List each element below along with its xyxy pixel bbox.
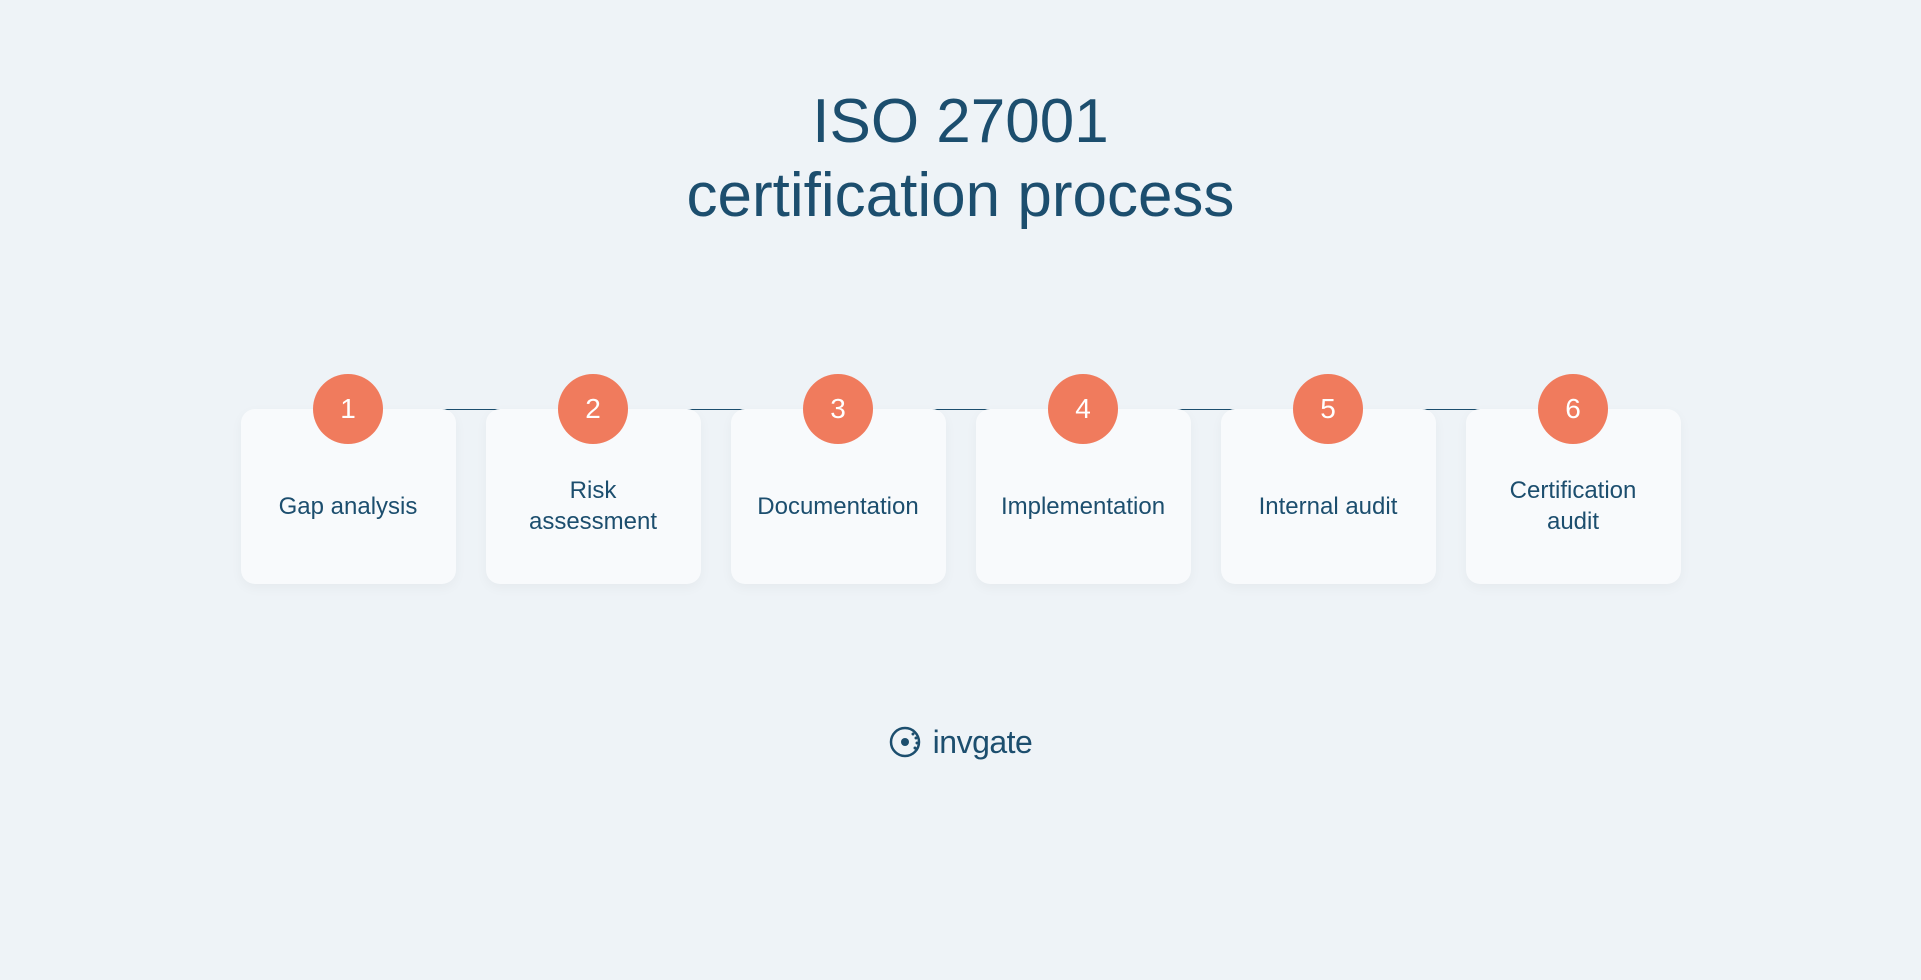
- step-number-circle: 2: [558, 374, 628, 444]
- step-number-circle: 4: [1048, 374, 1118, 444]
- step-label: Certification audit: [1486, 475, 1661, 537]
- diagram-title: ISO 27001 certification process: [687, 85, 1235, 234]
- step-label: Risk assessment: [506, 475, 681, 537]
- title-line-2: certification process: [687, 161, 1235, 230]
- step-number-circle: 5: [1293, 374, 1363, 444]
- logo-text: invgate: [933, 724, 1033, 761]
- step-5: 5 Internal audit: [1221, 374, 1436, 584]
- logo: invgate: [889, 724, 1033, 761]
- step-number-circle: 1: [313, 374, 383, 444]
- step-2: 2 Risk assessment: [486, 374, 701, 584]
- step-6: 6 Certification audit: [1466, 374, 1681, 584]
- step-number-circle: 3: [803, 374, 873, 444]
- title-line-1: ISO 27001: [812, 87, 1108, 156]
- step-label: Gap analysis: [279, 491, 418, 522]
- step-number: 1: [340, 393, 356, 425]
- step-label: Documentation: [757, 491, 918, 522]
- logo-icon: [889, 726, 921, 758]
- step-number: 5: [1320, 393, 1336, 425]
- step-1: 1 Gap analysis: [241, 374, 456, 584]
- step-3: 3 Documentation: [731, 374, 946, 584]
- step-label: Implementation: [1001, 491, 1165, 522]
- steps-container: 1 Gap analysis 2 Risk assessment 3 Docum…: [241, 374, 1681, 584]
- step-label: Internal audit: [1259, 491, 1398, 522]
- step-number: 3: [830, 393, 846, 425]
- step-number-circle: 6: [1538, 374, 1608, 444]
- step-number: 2: [585, 393, 601, 425]
- step-number: 6: [1565, 393, 1581, 425]
- step-4: 4 Implementation: [976, 374, 1191, 584]
- step-number: 4: [1075, 393, 1091, 425]
- steps-row: 1 Gap analysis 2 Risk assessment 3 Docum…: [241, 374, 1681, 584]
